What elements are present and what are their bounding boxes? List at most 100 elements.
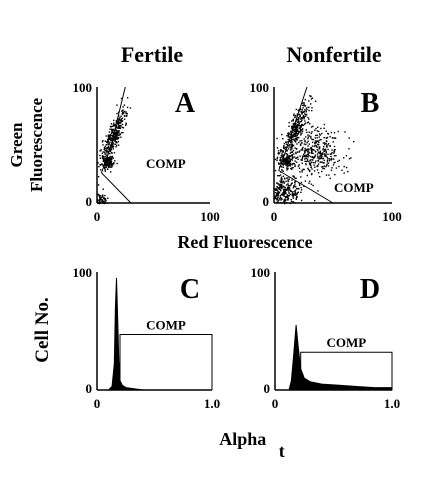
scatter-point [321, 155, 323, 158]
scatter-point [99, 150, 101, 152]
scatter-xlabel: Red Fluorescence [177, 232, 312, 252]
scatter-point [343, 172, 345, 174]
scatter-point [118, 120, 120, 122]
scatter-point [292, 136, 294, 138]
scatter-point [330, 155, 332, 158]
scatter-point [113, 123, 115, 126]
gate-bracket [119, 334, 213, 390]
scatter-point [99, 196, 101, 198]
scatter-point [288, 121, 290, 124]
scatter-point [307, 137, 309, 140]
scatter-point [282, 170, 284, 172]
scatter-point [116, 137, 118, 139]
scatter-point [291, 127, 293, 129]
scatter-point [289, 165, 291, 167]
scatter-point [333, 162, 335, 164]
scatter-point [103, 146, 106, 149]
scatter-point [276, 186, 279, 189]
scatter-point [294, 190, 296, 192]
scatter-point [299, 127, 302, 129]
scatter-point [325, 140, 328, 142]
scatter-point [284, 178, 286, 180]
scatter-point [305, 160, 307, 163]
scatter-point [104, 150, 106, 152]
scatter-point [119, 134, 121, 136]
scatter-point [280, 199, 282, 201]
scatter-point [291, 192, 294, 194]
scatter-point [293, 113, 295, 115]
scatter-point [283, 201, 285, 203]
x-tick-label: 1.0 [204, 396, 220, 411]
scatter-point [333, 155, 336, 157]
scatter-point [282, 175, 285, 177]
scatter-point [283, 193, 285, 196]
scatter-point [319, 146, 321, 148]
scatter-point [316, 134, 318, 136]
scatter-point [308, 109, 310, 112]
scatter-point [101, 141, 104, 143]
scatter-point [109, 155, 111, 158]
scatter-point [283, 182, 285, 184]
scatter-point [311, 109, 313, 112]
scatter-point [110, 163, 112, 165]
scatter-point [279, 174, 282, 176]
scatter-point [309, 95, 311, 97]
scatter-point [102, 144, 104, 146]
y-tick-label: 100 [251, 265, 271, 280]
scatter-point [291, 125, 294, 127]
scatter-point [303, 118, 305, 120]
scatter-point [101, 156, 104, 159]
scatter-point [291, 151, 293, 154]
scatter-point [290, 198, 292, 201]
scatter-point [106, 147, 109, 149]
scatter-point [296, 124, 299, 127]
scatter-point [292, 118, 294, 121]
scatter-point [308, 100, 310, 102]
scatter-point [314, 151, 317, 153]
scatter-point [305, 163, 307, 166]
scatter-point [294, 183, 296, 185]
scatter-point [294, 192, 296, 194]
scatter-point [295, 135, 297, 138]
scatter-point [312, 148, 314, 151]
scatter-point [118, 115, 120, 117]
scatter-point [119, 127, 122, 130]
scatter-point [315, 141, 318, 144]
scatter-point [111, 158, 113, 160]
scatter-point [286, 167, 288, 169]
scatter-point [288, 125, 290, 127]
scatter-point [292, 123, 294, 125]
scatter-point [294, 164, 296, 166]
scatter-point [288, 177, 290, 179]
scatter-point [275, 188, 278, 190]
scatter-point [323, 142, 326, 144]
scatter-points [97, 97, 132, 205]
scatter-point [316, 165, 318, 168]
scatter-point [311, 172, 313, 175]
scatter-point [307, 116, 309, 119]
scatter-point [274, 198, 276, 200]
y-tick-label: 0 [86, 194, 93, 209]
scatter-point [116, 162, 118, 165]
scatter-point [281, 166, 283, 168]
scatter-point [110, 139, 113, 141]
panel-letter: C [180, 274, 200, 305]
scatter-point [115, 136, 117, 138]
scatter-point [102, 140, 104, 142]
scatter-point [115, 144, 118, 147]
scatter-point [300, 130, 302, 132]
scatter-point [278, 153, 280, 155]
scatter-point [283, 160, 286, 162]
scatter-point [286, 199, 289, 201]
scatter-point [298, 131, 300, 133]
scatter-point [104, 161, 106, 163]
scatter-point [102, 151, 104, 153]
scatter-point [288, 135, 290, 137]
scatter-point [301, 159, 303, 161]
scatter-point [304, 152, 306, 154]
scatter-point [297, 118, 300, 120]
scatter-point [119, 133, 121, 135]
scatter-point [113, 125, 115, 127]
scatter-point [305, 113, 307, 116]
scatter-point [291, 182, 293, 184]
